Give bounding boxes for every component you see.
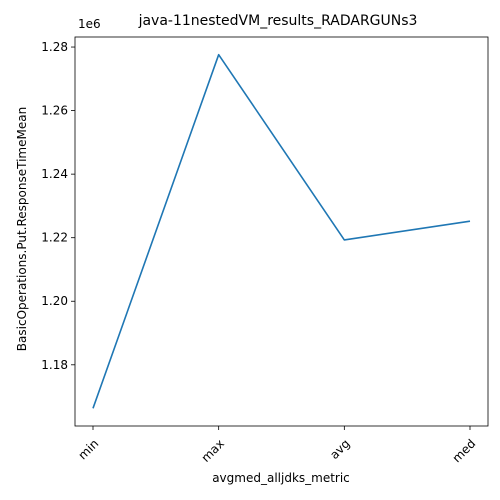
series-line <box>92 53 471 409</box>
x-axis-label: avgmed_alljdks_metric <box>212 471 350 485</box>
chart-title: java-11nestedVM_results_RADARGUNs3 <box>138 13 418 29</box>
y-tick-label: 1.26 <box>41 104 68 118</box>
y-tick-label: 1.18 <box>41 358 68 372</box>
axes-frame <box>74 36 489 427</box>
y-tick-label: 1.28 <box>41 40 68 54</box>
y-axis-multiplier: 1e6 <box>78 17 101 31</box>
y-axis-label: BasicOperations.Put.ResponseTimeMean <box>15 107 29 351</box>
y-tick-label: 1.20 <box>41 294 68 308</box>
y-tick-label: 1.24 <box>41 167 68 181</box>
y-tick-label: 1.22 <box>41 231 68 245</box>
